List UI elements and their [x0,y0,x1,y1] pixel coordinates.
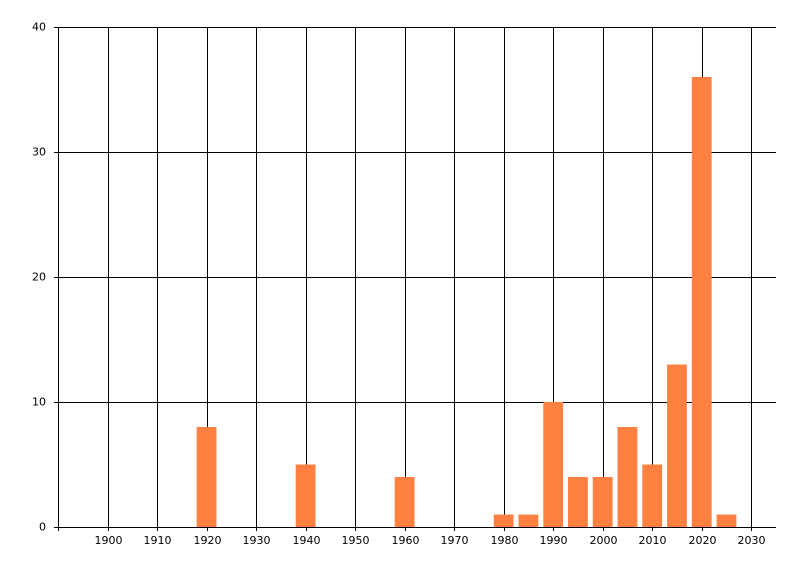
bar [196,427,217,527]
bar [592,477,613,527]
x-tick-label: 1930 [243,534,271,547]
bar [642,464,663,527]
bar [617,427,638,527]
bar [716,514,737,527]
x-tick-label: 1920 [194,534,222,547]
x-tick-label: 1980 [491,534,519,547]
x-tick-label: 1940 [293,534,321,547]
bar [543,402,564,527]
x-tick-label: 1900 [95,534,123,547]
x-tick-label: 1910 [144,534,172,547]
y-tick-label: 20 [32,271,46,284]
x-tick-label: 1960 [392,534,420,547]
x-tick-label: 1990 [540,534,568,547]
bar [568,477,588,527]
bar [691,77,712,527]
x-tick-label: 2030 [738,534,766,547]
x-tick-label: 2000 [590,534,618,547]
bar [493,514,514,527]
bar [295,464,316,527]
x-tick-label: 2020 [689,534,717,547]
x-tick-label: 1950 [342,534,370,547]
y-tick-label: 10 [32,396,46,409]
y-tick-label: 0 [39,521,46,534]
y-tick-label: 30 [32,146,46,159]
x-tick-label: 1970 [441,534,469,547]
bar [518,514,539,527]
bar [394,477,415,527]
x-tick-label: 2010 [639,534,667,547]
bar [667,364,687,527]
y-tick-label: 40 [32,21,46,34]
